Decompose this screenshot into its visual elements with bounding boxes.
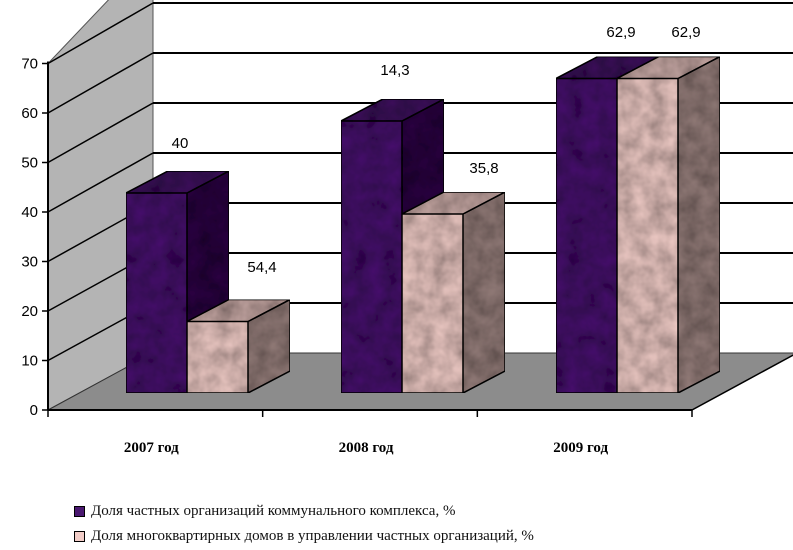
- data-label: 40: [172, 135, 189, 152]
- bar-series-2: [401, 190, 506, 395]
- legend: Доля частных организаций коммунального к…: [74, 499, 534, 549]
- y-tick-label: 60: [21, 105, 38, 122]
- data-label: 14,3: [380, 62, 409, 79]
- x-tick-label: 2007 год: [124, 440, 179, 456]
- bar-series-2: [616, 55, 721, 395]
- data-label: 35,8: [469, 160, 498, 177]
- data-label: 62,9: [606, 24, 635, 41]
- bar-series-2: [186, 298, 291, 395]
- bar-front: [616, 77, 679, 394]
- gridline-side: [47, 102, 154, 164]
- gridline-side: [47, 152, 154, 213]
- bar-side: [462, 190, 506, 395]
- y-tick-label: 0: [30, 402, 38, 419]
- floor-edge: [691, 354, 793, 411]
- y-tick-label: 10: [21, 353, 38, 370]
- legend-label-series-1: Доля частных организаций коммунального к…: [91, 503, 456, 519]
- bar-front: [125, 192, 188, 394]
- bar-front: [186, 320, 249, 394]
- bar-front: [555, 77, 618, 394]
- gridline-side: [47, 52, 154, 114]
- legend-swatch-series-1: [74, 506, 85, 517]
- legend-item-series-1: Доля частных организаций коммунального к…: [74, 499, 534, 524]
- bar-front: [340, 120, 403, 394]
- data-label: 62,9: [671, 24, 700, 41]
- y-tick-label: 30: [21, 254, 38, 271]
- bar-side: [677, 55, 721, 395]
- legend-item-series-2: Доля многоквартирных домов в управлении …: [74, 524, 534, 549]
- legend-label-series-2: Доля многоквартирных домов в управлении …: [91, 528, 534, 544]
- gridline-side: [47, 2, 154, 65]
- y-tick-label: 50: [21, 155, 38, 172]
- y-tick-label: 20: [21, 303, 38, 320]
- x-tick-label: 2009 год: [553, 440, 608, 456]
- y-tick-label: 40: [21, 204, 38, 221]
- data-label: 54,4: [247, 259, 276, 276]
- y-tick-label: 70: [21, 56, 38, 73]
- x-tick-label: 2008 год: [339, 440, 394, 456]
- legend-swatch-series-2: [74, 531, 85, 542]
- bar-front: [401, 213, 464, 394]
